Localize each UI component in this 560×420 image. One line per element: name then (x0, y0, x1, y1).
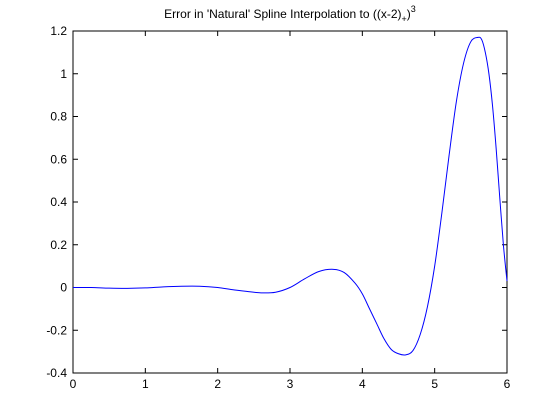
y-tick-label: 0.4 (50, 195, 67, 209)
x-tick-label: 5 (431, 377, 438, 391)
chart-title-main: Error in 'Natural' Spline Interpolation … (164, 7, 401, 21)
chart-title: Error in 'Natural' Spline Interpolation … (164, 4, 416, 24)
plot-area (72, 30, 508, 374)
chart-title-close: ) (407, 7, 411, 21)
x-axis: 0 1 2 3 4 5 6 (70, 31, 511, 391)
y-tick-label: 1.2 (50, 24, 67, 38)
x-tick-label: 1 (142, 377, 149, 391)
y-tick-label: 0 (60, 281, 67, 295)
chart-title-subscript: + (402, 14, 407, 24)
x-tick-label: 2 (214, 377, 221, 391)
series-layer (72, 36, 508, 356)
y-tick-label: 1 (60, 67, 67, 81)
chart-title-superscript: 3 (411, 4, 416, 14)
series-line (72, 36, 508, 356)
y-tick-label: 0.8 (50, 110, 67, 124)
y-tick-label: -0.4 (46, 366, 67, 380)
x-tick-label: 4 (359, 377, 366, 391)
y-tick-label: -0.2 (46, 323, 67, 337)
y-tick-label: 0.2 (50, 238, 67, 252)
x-tick-label: 0 (70, 377, 77, 391)
y-tick-label: 0.6 (50, 152, 67, 166)
x-tick-label: 6 (504, 377, 511, 391)
x-tick-label: 3 (287, 377, 294, 391)
y-axis: -0.4 -0.2 0 0.2 0.4 0.6 0.8 1 1.2 (46, 24, 507, 380)
